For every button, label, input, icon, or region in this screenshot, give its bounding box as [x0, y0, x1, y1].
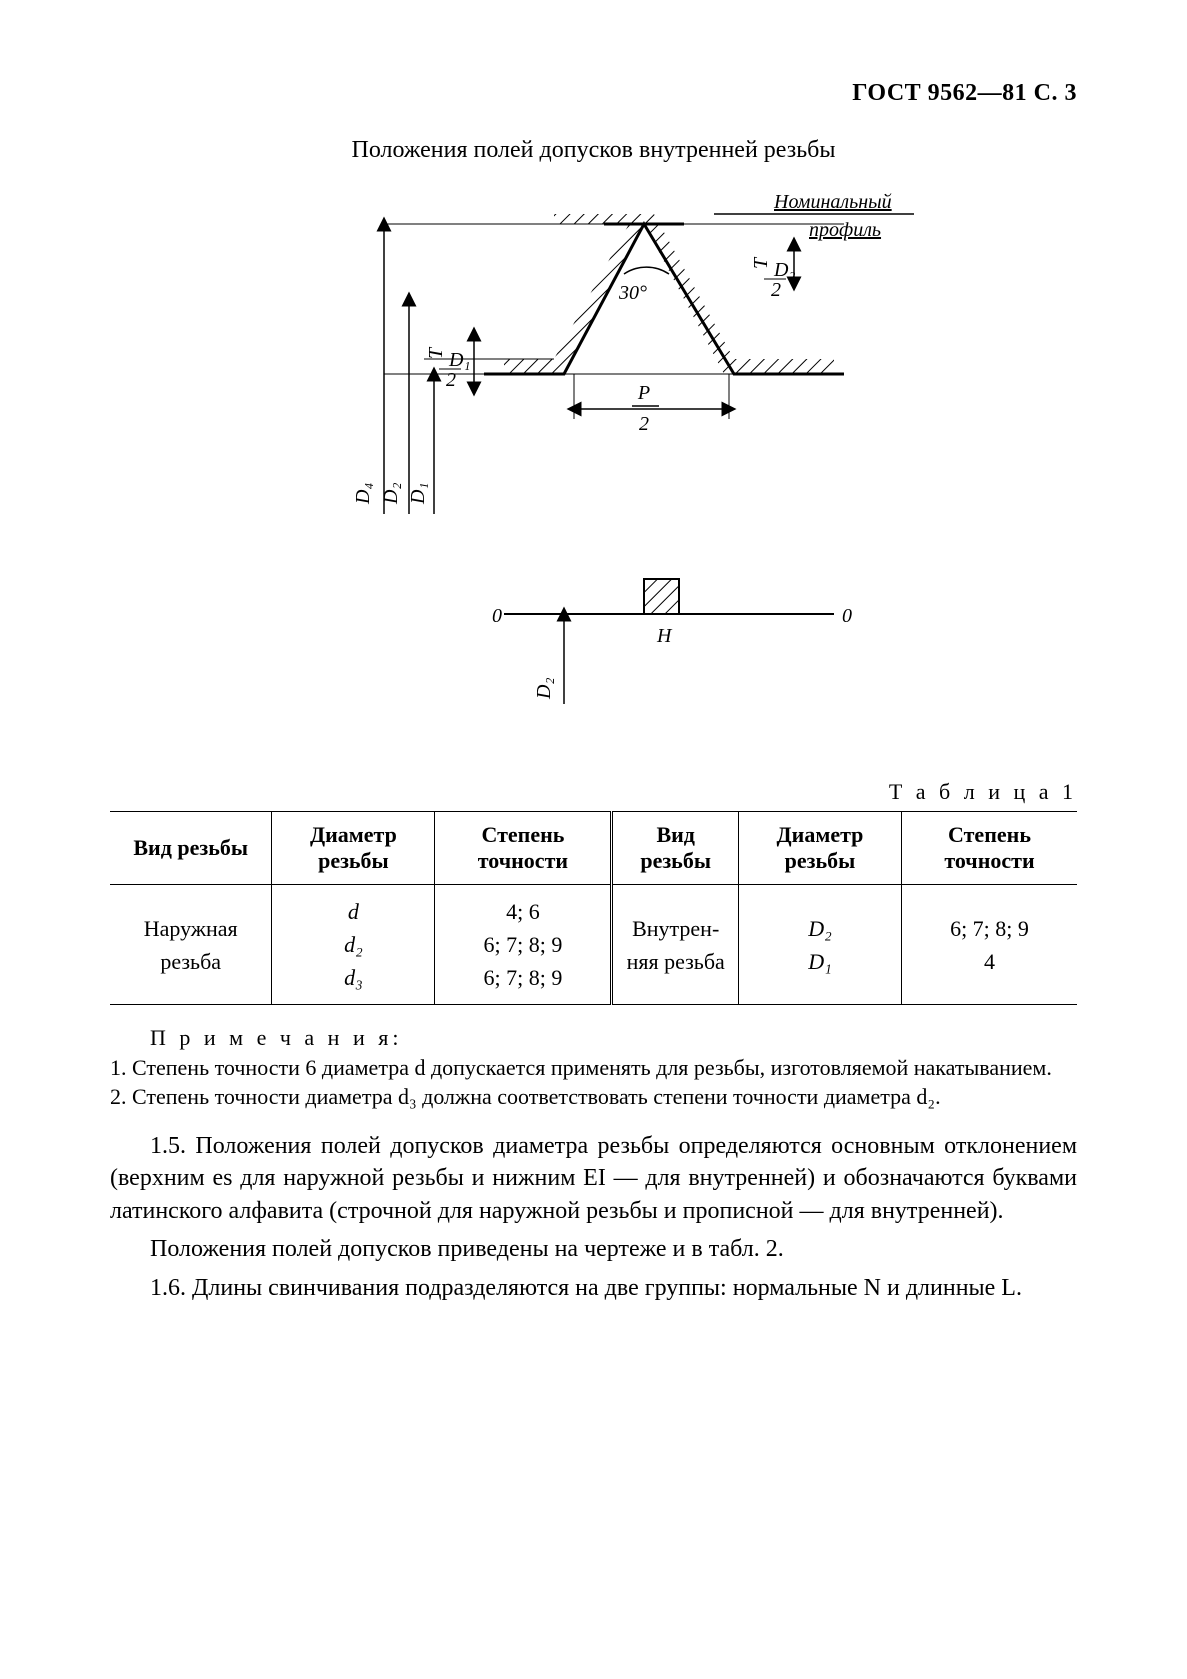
p-denom: 2	[639, 413, 649, 435]
col-1: Вид резьбы	[110, 812, 272, 885]
acc-r1: 6; 7; 8; 9	[910, 912, 1069, 945]
cell-left-acc: 4; 6 6; 7; 8; 9 6; 7; 8; 9	[435, 885, 612, 1005]
page-header: ГОСТ 9562—81 С. 3	[110, 80, 1077, 107]
cell-right-acc: 6; 7; 8; 9 4	[901, 885, 1077, 1005]
d2-lower-label: D₂	[533, 678, 555, 700]
col-5: Диаметр резьбы	[738, 812, 901, 885]
d3-sym: d₃	[280, 961, 426, 994]
nominal-profile-label-1: Номинальный	[773, 191, 892, 213]
col-2: Диаметр резьбы	[272, 812, 435, 885]
d-sym: d	[280, 895, 426, 928]
zero-right: 0	[842, 605, 852, 627]
d1-label: D₁	[407, 483, 429, 505]
col-6: Степень точности	[901, 812, 1077, 885]
figure-diagram: 30° Номинальный профиль T D₂ 2 T D₁ 2	[110, 184, 1077, 749]
td1-half-label: T	[425, 346, 447, 359]
cell-left-type: Наружная резьба	[110, 885, 272, 1005]
acc-r2: 4	[910, 945, 1069, 978]
td1-den: 2	[446, 369, 456, 391]
col-3: Степень точности	[435, 812, 612, 885]
table-1: Вид резьбы Диаметр резьбы Степень точнос…	[110, 811, 1077, 1005]
td2-sub: D₂	[773, 259, 795, 281]
para-1-5b: Положения полей допусков приведены на че…	[110, 1233, 1077, 1265]
table-caption: Т а б л и ц а 1	[110, 779, 1077, 805]
notes-block: П р и м е ч а н и я: 1. Степень точности…	[110, 1023, 1077, 1112]
D2-sym: D₂	[747, 912, 893, 945]
td2-half-label: T	[750, 256, 772, 269]
notes-label: П р и м е ч а н и я:	[150, 1025, 402, 1050]
acc-1: 4; 6	[443, 895, 602, 928]
p-numer: P	[636, 382, 649, 404]
d2-sym: d₂	[280, 928, 426, 961]
d2-label: D₂	[380, 483, 402, 505]
nominal-profile-label-2: профиль	[809, 219, 881, 241]
acc-3: 6; 7; 8; 9	[443, 961, 602, 994]
h-label: H	[656, 625, 673, 647]
note-1: 1. Степень точности 6 диаметра d допуска…	[110, 1053, 1077, 1083]
col-4: Вид резьбы	[612, 812, 739, 885]
td1-sub: D₁	[448, 349, 470, 371]
cell-right-type: Внутрен- няя резьба	[612, 885, 739, 1005]
zero-left: 0	[492, 605, 502, 627]
acc-2: 6; 7; 8; 9	[443, 928, 602, 961]
D1-sym: D₁	[747, 945, 893, 978]
cell-left-diam: d d₂ d₃	[272, 885, 435, 1005]
angle-label: 30°	[618, 282, 647, 304]
table-row: Наружная резьба d d₂ d₃ 4; 6 6; 7; 8; 9 …	[110, 885, 1077, 1005]
figure-title: Положения полей допусков внутренней резь…	[110, 137, 1077, 164]
para-1-5: 1.5. Положения полей допусков диаметра р…	[110, 1130, 1077, 1227]
d4-label: D₄	[352, 483, 374, 505]
note-2: 2. Степень точности диаметра d₃ должна с…	[110, 1082, 1077, 1112]
page-container: ГОСТ 9562—81 С. 3 Положения полей допуск…	[0, 0, 1187, 1679]
para-1-6: 1.6. Длины свинчивания подразделяются на…	[110, 1272, 1077, 1304]
body-text: 1.5. Положения полей допусков диаметра р…	[110, 1130, 1077, 1304]
td2-den: 2	[771, 279, 781, 301]
cell-right-diam: D₂ D₁	[738, 885, 901, 1005]
